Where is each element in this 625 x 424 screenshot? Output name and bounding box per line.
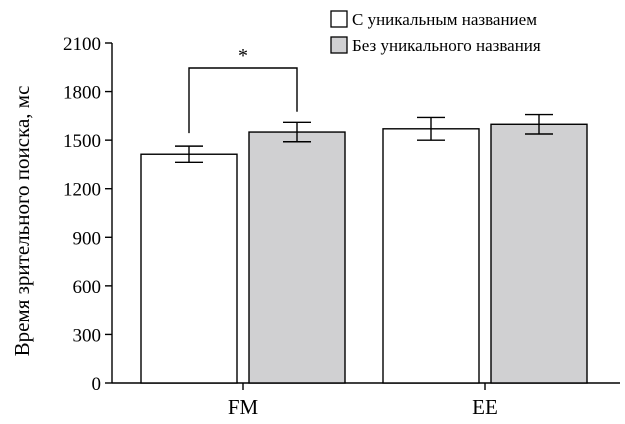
y-tick-label: 0: [92, 374, 102, 395]
significance-bracket: [188, 67, 298, 134]
bars: [140, 123, 588, 384]
y-tick-label: 900: [73, 228, 102, 249]
bar-ee-series-0: [382, 128, 480, 384]
y-axis-label: Время зрительного поиска, мс: [10, 86, 34, 357]
legend-label: С уникальным названием: [352, 10, 537, 29]
y-tick-label: 1200: [63, 180, 101, 201]
significance-marker: *: [238, 45, 248, 67]
annotations: *: [188, 45, 298, 134]
error-bars: [175, 113, 553, 164]
x-category-label: FM: [228, 395, 259, 419]
legend-swatch: [330, 10, 348, 28]
legend-swatch: [330, 36, 348, 54]
y-tick-label: 2100: [63, 34, 101, 55]
bar-fm-series-0: [140, 153, 238, 384]
y-axis: 0 300 600 900 1200 1500 1800 2100: [63, 34, 113, 395]
y-tick-label: 1800: [63, 83, 101, 104]
bar-ee-series-1: [490, 123, 588, 384]
x-axis: FM EE: [112, 382, 620, 419]
legend-label: Без уникального названия: [352, 36, 541, 55]
y-tick-label: 1500: [63, 131, 101, 152]
y-tick-label: 300: [73, 325, 102, 346]
x-category-label: EE: [472, 395, 498, 419]
y-tick-label: 600: [73, 277, 102, 298]
bar-fm-series-1: [248, 131, 346, 384]
legend: С уникальным названием Без уникального на…: [330, 10, 541, 55]
